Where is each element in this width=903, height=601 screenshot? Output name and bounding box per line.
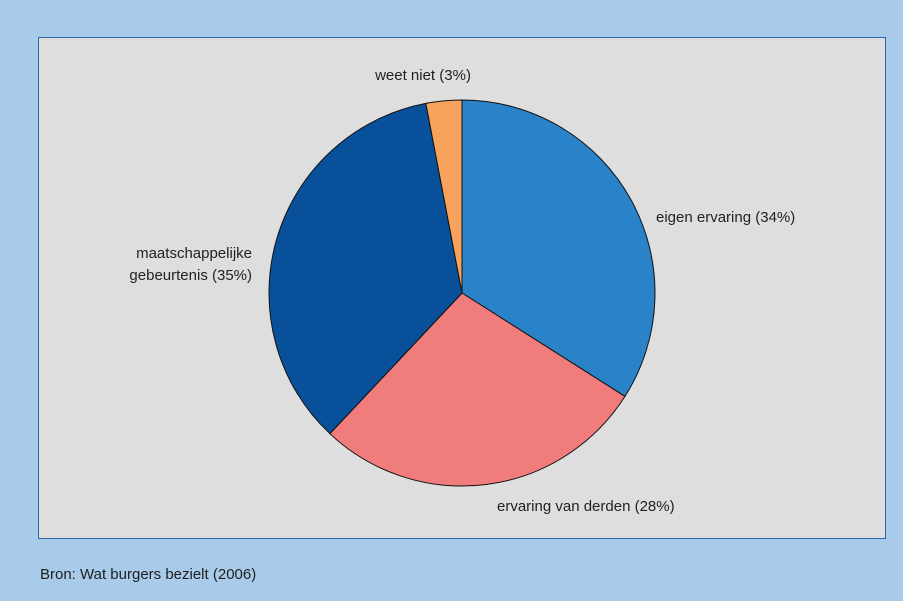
pie-labels: eigen ervaring (34%) ervaring van derden … — [129, 67, 795, 515]
slice-label: maatschappelijke gebeurtenis (35%) — [129, 245, 252, 284]
top-strip — [0, 0, 903, 10]
slice-label: eigen ervaring (34%) — [656, 209, 795, 226]
slice-label: ervaring van derden (28%) — [497, 498, 675, 515]
pie-chart: eigen ervaring (34%) ervaring van derden … — [129, 67, 795, 515]
pie-slices — [268, 99, 656, 487]
chart-panel: eigen ervaring (34%) ervaring van derden … — [38, 37, 886, 539]
pie-slice — [329, 292, 626, 487]
pie-slice — [268, 102, 463, 435]
source-note: Bron: Wat burgers bezielt (2006) — [40, 566, 257, 583]
pie-slice — [461, 99, 656, 398]
slice-label: weet niet (3%) — [374, 67, 471, 84]
pie-slice — [425, 99, 463, 294]
